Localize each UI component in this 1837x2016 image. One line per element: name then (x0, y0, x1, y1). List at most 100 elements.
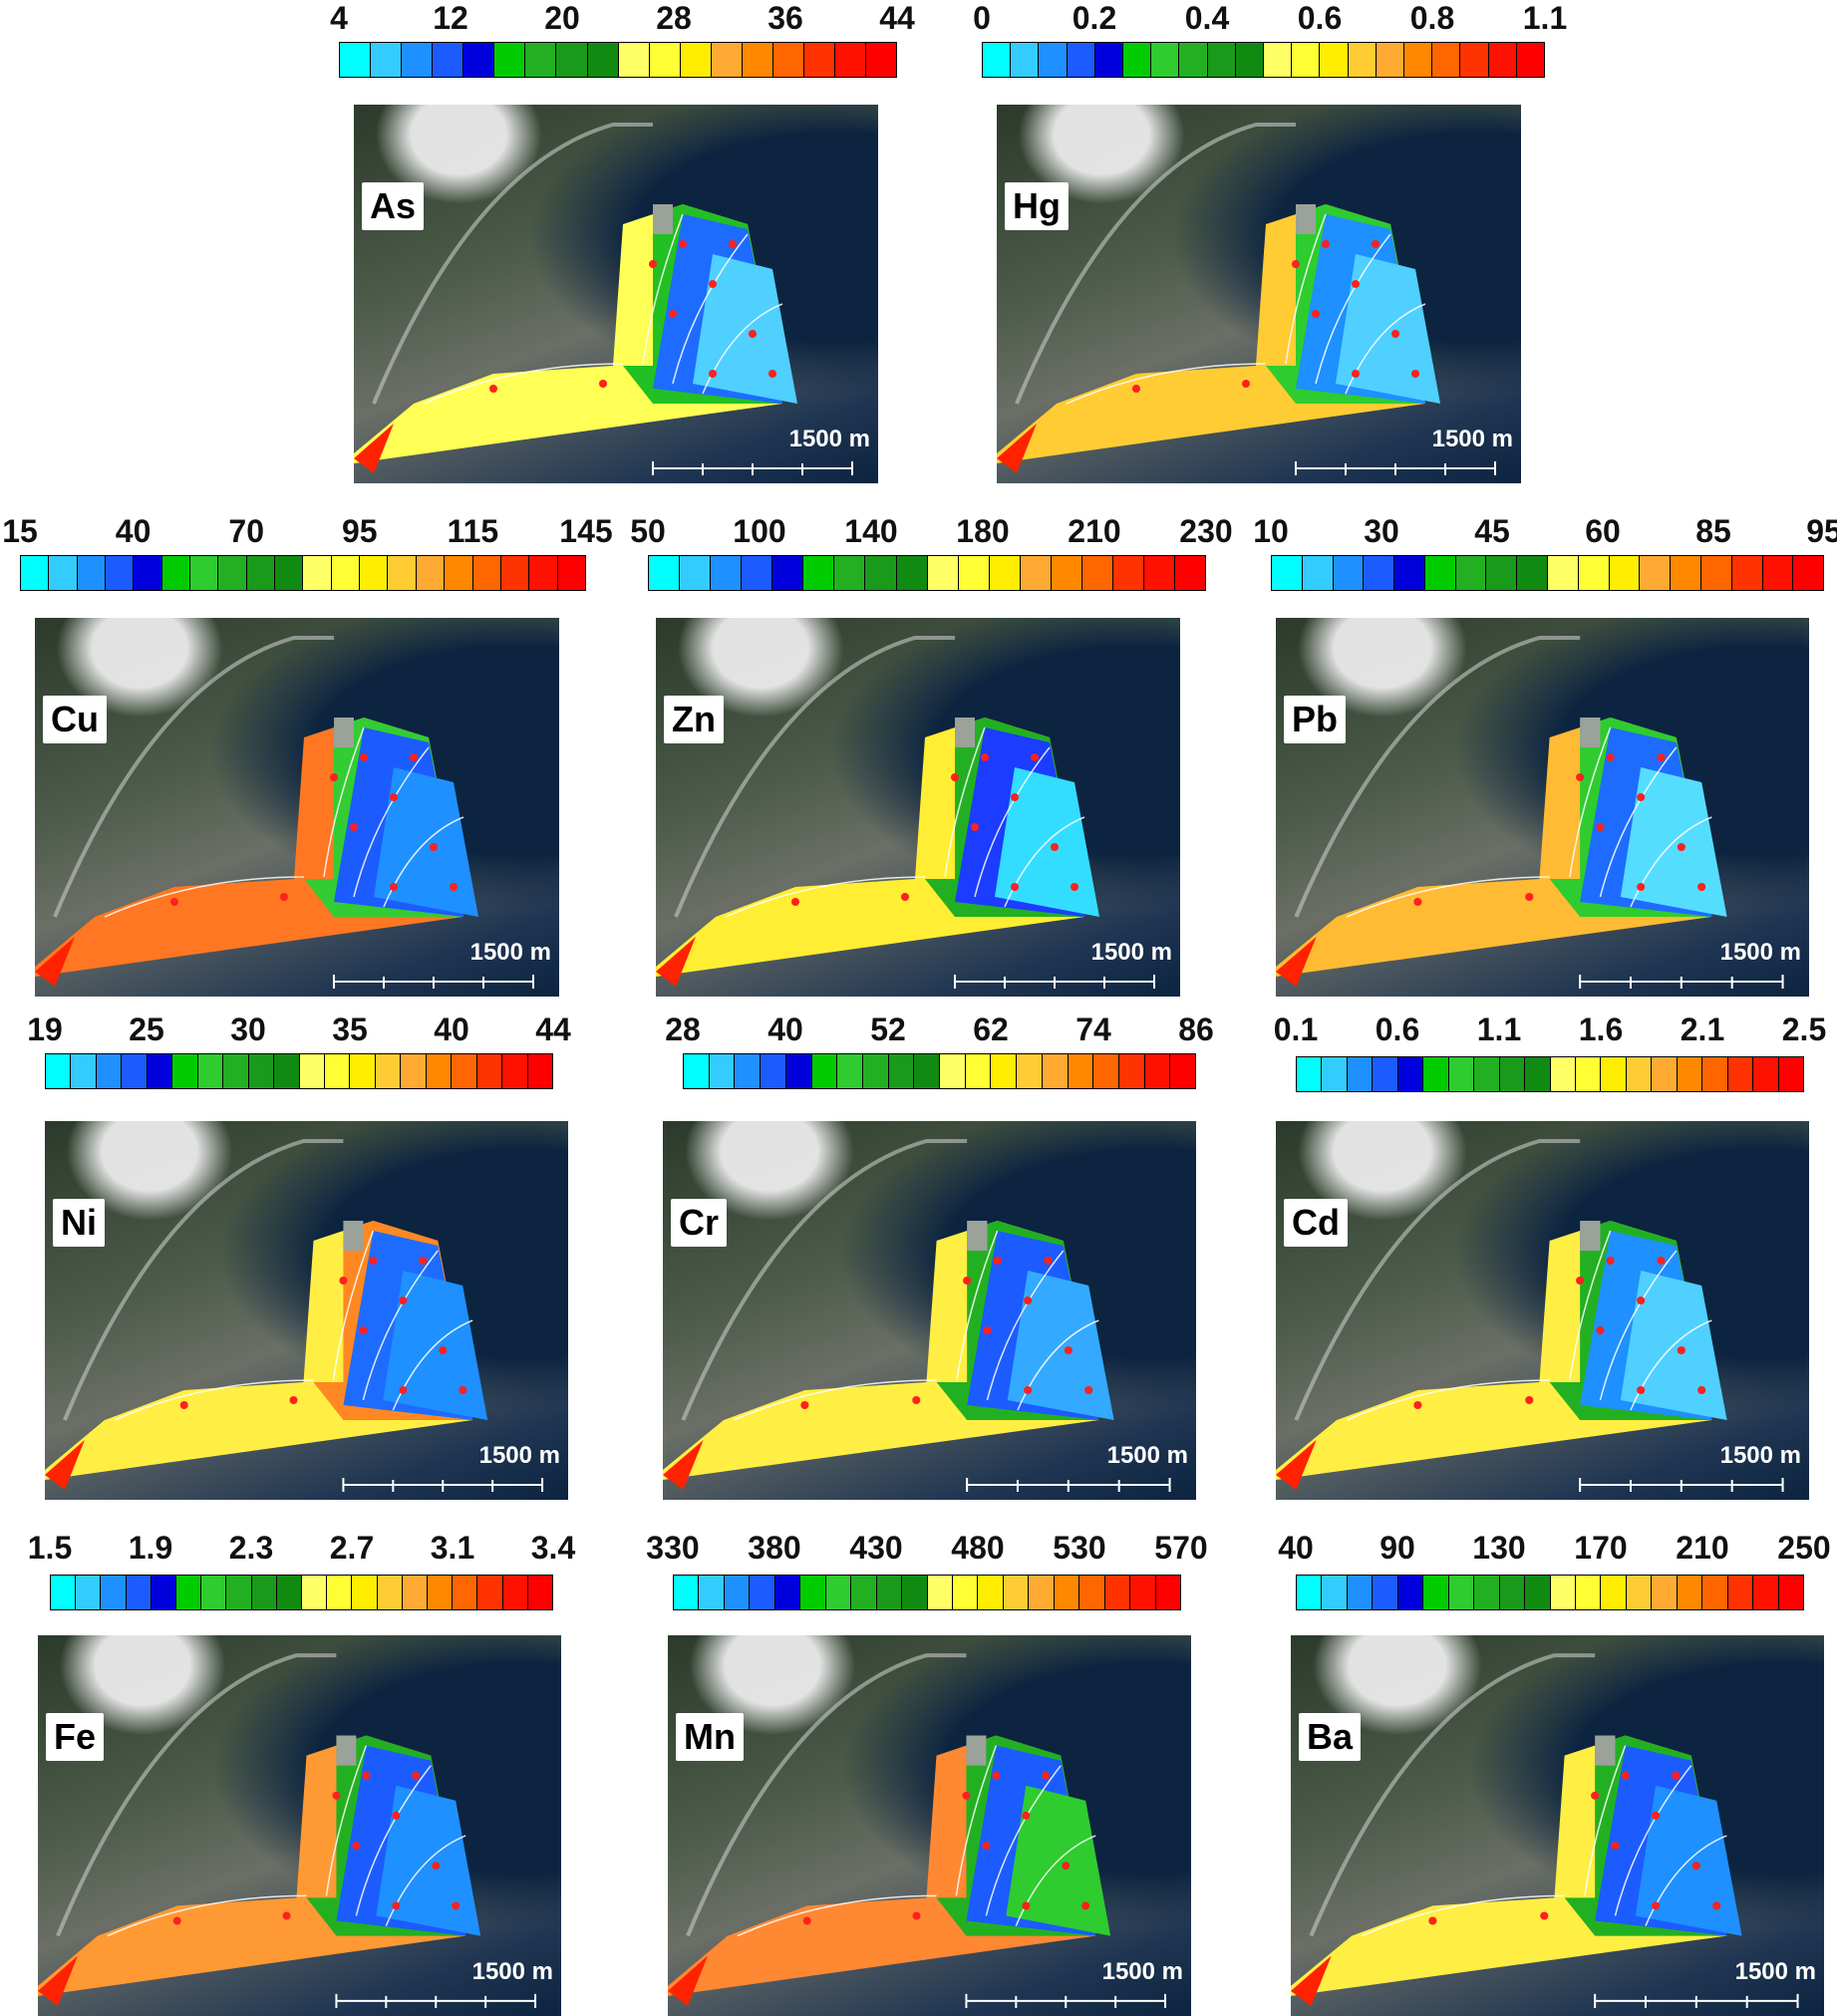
colorbar-cell (494, 43, 526, 77)
element-label: Zn (664, 696, 724, 743)
colorbar-cell (1272, 556, 1303, 590)
colorbar-cell (1042, 1054, 1069, 1088)
colorbar-cell (299, 1054, 325, 1088)
scale-bar-label: 1500 m (1734, 1958, 1816, 1985)
colorbar-tick-label: 250 (1777, 1530, 1831, 1566)
colorbar-tick-label: 1.6 (1578, 1011, 1624, 1047)
colorbar-tick-label: 62 (973, 1011, 1009, 1047)
colorbar-cell (324, 1054, 351, 1088)
contour-map-graphic (668, 1653, 1167, 2008)
map-panel-fe: 1.5 1.9 2.3 2.7 3.1 3.4 Fe 1500 m (28, 1530, 593, 2016)
colorbar-cell (500, 556, 530, 590)
colorbar-cell (340, 43, 372, 77)
colorbar-cell (445, 556, 473, 590)
colorbar-cell (825, 1576, 852, 1609)
colorbar-tick-label: 0.2 (1072, 0, 1117, 36)
colorbar-cell (1727, 1057, 1754, 1091)
colorbar-cell (1020, 556, 1052, 590)
contour-map-graphic (38, 1653, 537, 2008)
colorbar-cell (1626, 1576, 1653, 1609)
scale-bar-label: 1500 m (1101, 1958, 1183, 1985)
colorbar-cell (927, 556, 959, 590)
colorbar-tick-label: 230 (1179, 513, 1233, 549)
colorbar-cell (1093, 1054, 1119, 1088)
map-panel-as: 4 12 20 28 36 44 As 1500 m (330, 0, 937, 483)
colorbar-cell (742, 556, 773, 590)
colorbar-cell (1575, 1576, 1602, 1609)
map-panel-hg: 0 0.2 0.4 0.6 0.8 1.1 Hg 1500 m (973, 0, 1585, 483)
colorbar-cell (711, 43, 743, 77)
colorbar-cell (350, 1054, 376, 1088)
colorbar-tick-label: 25 (129, 1011, 164, 1047)
colorbar-cell (248, 1054, 275, 1088)
element-label: Ba (1299, 1713, 1362, 1761)
colorbar-cell (476, 1054, 503, 1088)
colorbar-cell (527, 1054, 553, 1088)
colorbar-cell (275, 556, 304, 590)
colorbar-cell (811, 1054, 838, 1088)
colorbar-cell (1003, 1576, 1030, 1609)
colorbar-tick-label: 140 (844, 513, 898, 549)
colorbar-cell (680, 43, 712, 77)
colorbar-cell (1397, 1576, 1424, 1609)
colorbar-tick-label: 15 (2, 513, 38, 549)
colorbar-cell (1333, 556, 1365, 590)
colorbar-cell (1094, 43, 1124, 77)
colorbar-cell (1753, 1576, 1779, 1609)
colorbar-cell (426, 1054, 453, 1088)
colorbar-cell (71, 1054, 97, 1088)
colorbar-cell (965, 1054, 992, 1088)
colorbar-tick-label: 570 (1154, 1530, 1208, 1566)
colorbar-tick-label: 2.7 (329, 1530, 375, 1566)
colorbar-cell (76, 1576, 102, 1609)
contour-map-graphic (45, 1139, 544, 1492)
colorbar-tick-label: 1.5 (27, 1530, 73, 1566)
colorbar-tick-label: 28 (665, 1011, 701, 1047)
contour-map-graphic (656, 636, 1155, 989)
colorbar-tick-label: 0.1 (1273, 1011, 1319, 1047)
colorbar (648, 555, 1206, 591)
colorbar-cell (46, 1054, 72, 1088)
colorbar-cell (1394, 556, 1425, 590)
colorbar-tick-label: 330 (646, 1530, 700, 1566)
colorbar-cell (1155, 1576, 1181, 1609)
colorbar-cell (724, 1576, 751, 1609)
colorbar-cell (1039, 43, 1068, 77)
colorbar-cell (896, 556, 928, 590)
colorbar-cell (1112, 556, 1144, 590)
colorbar-cell (800, 1576, 826, 1609)
colorbar-cell (888, 1054, 915, 1088)
colorbar-cell (134, 556, 162, 590)
colorbar-cell (375, 1054, 402, 1088)
colorbar-cell (1118, 1054, 1145, 1088)
colorbar-tick-label: 3.4 (530, 1530, 576, 1566)
colorbar-cell (587, 43, 619, 77)
colorbar-cell (274, 1054, 300, 1088)
colorbar-cell (1525, 1057, 1551, 1091)
colorbar (982, 42, 1545, 78)
colorbar-tick-label: 50 (630, 513, 666, 549)
colorbar-cell (1731, 556, 1763, 590)
colorbar-cell (352, 1576, 378, 1609)
colorbar-cell (1499, 1576, 1526, 1609)
colorbar (683, 1053, 1196, 1089)
colorbar-cell (77, 556, 107, 590)
colorbar-cell (983, 43, 1012, 77)
colorbar-cell (21, 556, 50, 590)
colorbar-cell (1677, 1057, 1703, 1091)
colorbar-cell (876, 1576, 903, 1609)
colorbar-cell (1460, 43, 1489, 77)
colorbar-cell (151, 1576, 177, 1609)
colorbar-tick-label: 0 (973, 0, 991, 36)
satellite-map: Ba 1500 m (1291, 1635, 1824, 2016)
map-panel-ni: 19 25 30 35 40 44 Ni 1500 m (27, 1011, 593, 1500)
colorbar-tick-label: 180 (956, 513, 1010, 549)
colorbar-cell (1677, 1576, 1703, 1609)
colorbar-cell (126, 1576, 152, 1609)
colorbar-tick-label: 380 (748, 1530, 801, 1566)
colorbar (20, 555, 586, 591)
colorbar-cell (1488, 43, 1517, 77)
colorbar-cell (1404, 43, 1433, 77)
colorbar-cell (989, 556, 1021, 590)
colorbar-cell (416, 556, 446, 590)
